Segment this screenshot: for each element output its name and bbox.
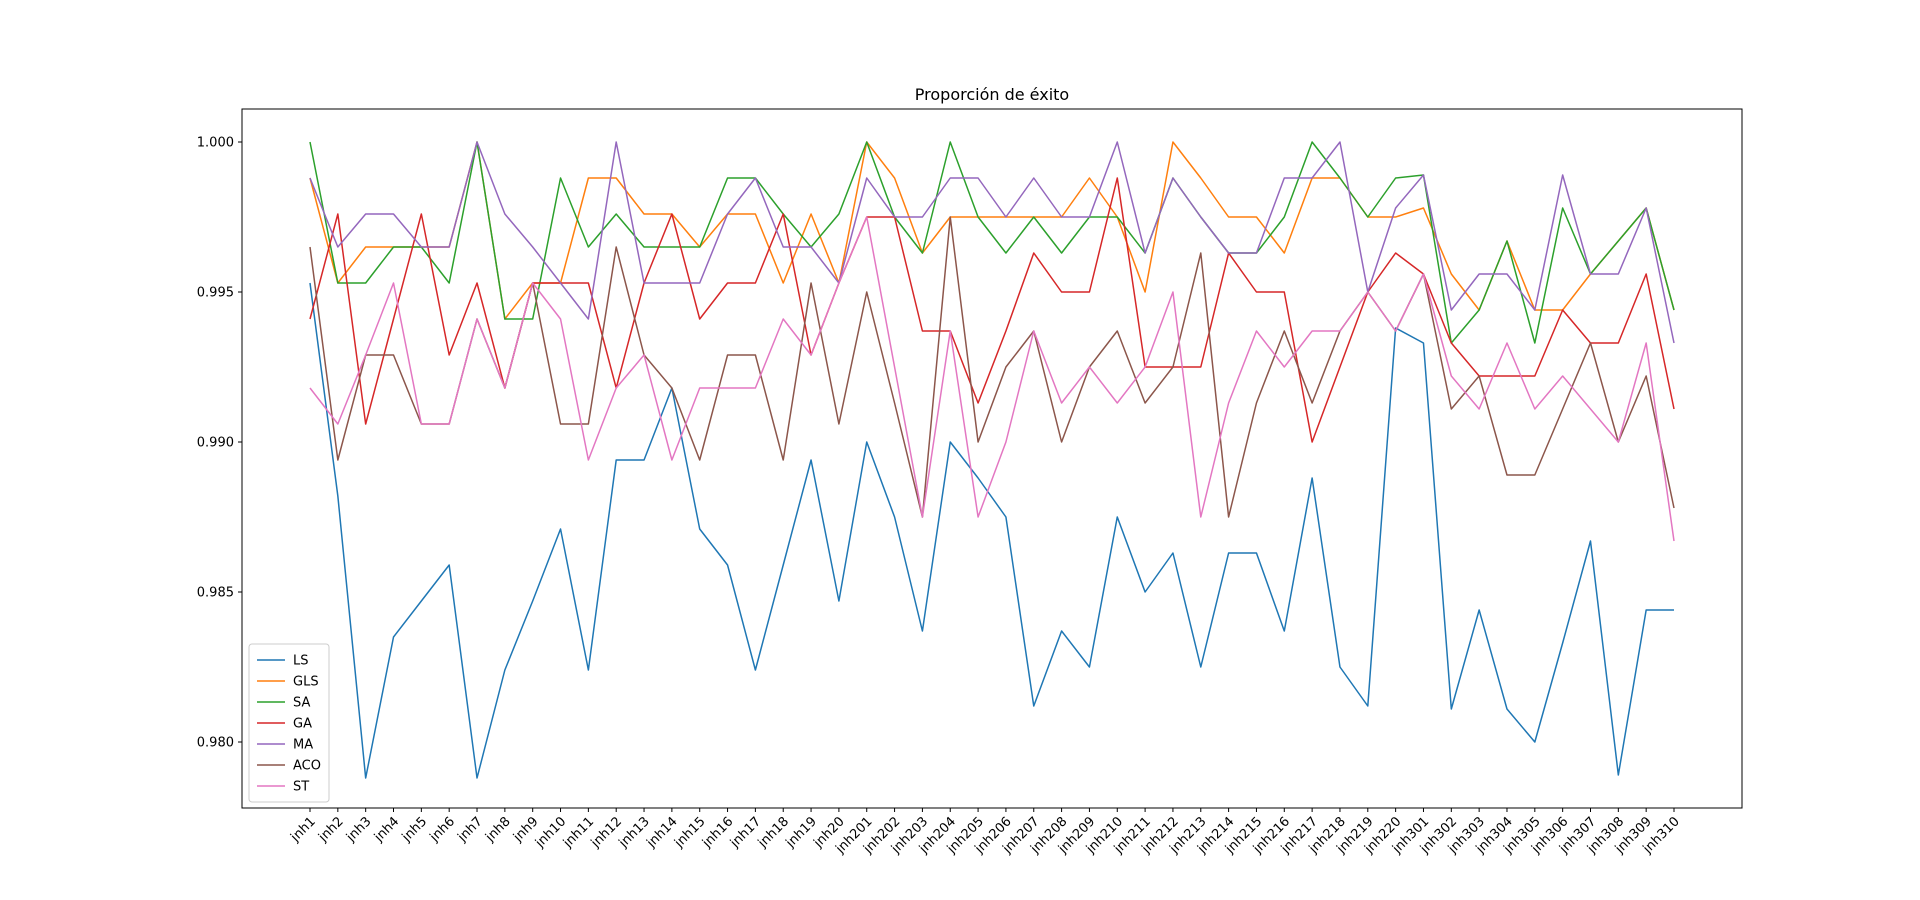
series-line-st xyxy=(309,216,1675,542)
series-layer xyxy=(309,141,1675,779)
series-line-ls xyxy=(309,282,1674,779)
y-tick-label: 1.000 xyxy=(197,136,234,151)
legend-label-ma: MA xyxy=(293,738,313,753)
series-line-sa xyxy=(309,141,1675,344)
chart-title: Proporción de éxito xyxy=(915,85,1069,104)
legend-label-ls: LS xyxy=(293,654,309,669)
series-line-ma xyxy=(309,141,1675,344)
legend-label-gls: GLS xyxy=(293,675,319,690)
y-tick-label: 0.990 xyxy=(197,436,234,451)
series-line-aco xyxy=(309,216,1675,518)
y-tick-label: 0.995 xyxy=(197,286,234,301)
legend-label-aco: ACO xyxy=(293,759,321,774)
legend-label-sa: SA xyxy=(293,696,310,711)
legend-label-ga: GA xyxy=(293,717,312,732)
y-tick-label: 0.980 xyxy=(197,736,234,751)
y-axis: 0.980 0.985 0.990 0.995 1.000 xyxy=(197,136,242,751)
legend: LS GLS SA GA MA ACO ST xyxy=(248,643,330,803)
legend-label-st: ST xyxy=(293,780,309,795)
y-tick-label: 0.985 xyxy=(197,586,234,601)
legend-box xyxy=(248,643,330,803)
plot-frame xyxy=(241,108,1743,809)
series-line-ga xyxy=(309,177,1675,443)
